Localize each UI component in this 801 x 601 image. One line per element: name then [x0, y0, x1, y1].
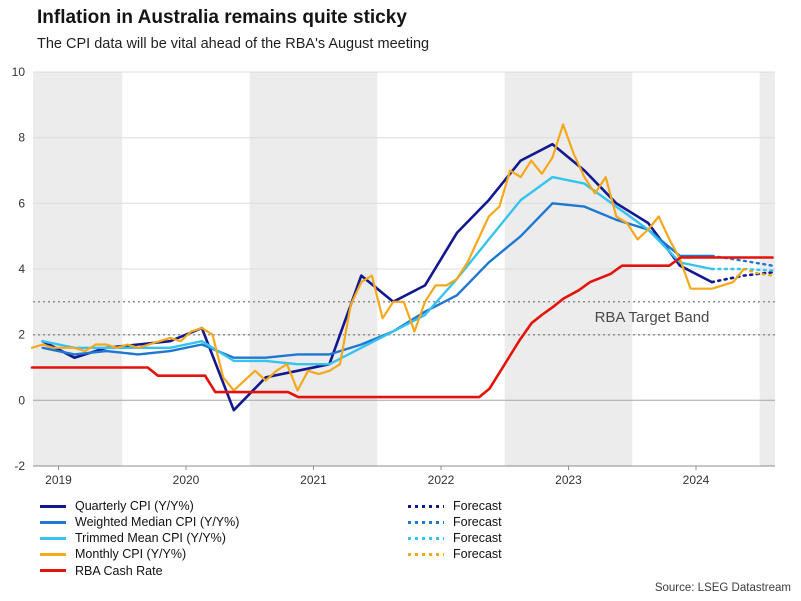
- legend-swatch-weighted-median-cpi-y-y: [40, 520, 66, 524]
- legend-label: Weighted Median CPI (Y/Y%): [75, 515, 240, 530]
- legend-item-quarterly-cpi-y-y: Quarterly CPI (Y/Y%): [40, 498, 239, 514]
- legend-item-monthly-cpi-y-y: Monthly CPI (Y/Y%): [40, 547, 239, 563]
- legend-forecast-swatch-quarterly-cpi-y-y: [408, 504, 444, 508]
- y-axis-tick-label: 4: [18, 262, 25, 276]
- x-axis-tick-label: 2021: [300, 473, 327, 487]
- series-line-weighted-median-cpi-y-y: [41, 202, 714, 359]
- legend-item-forecast-weighted-median-cpi-y-y: Forecast: [408, 514, 502, 530]
- series-forecast-line-weighted-median-cpi-y-y: [710, 254, 774, 267]
- series-line-monthly-cpi-y-y: [30, 123, 745, 392]
- legend-item-weighted-median-cpi-y-y: Weighted Median CPI (Y/Y%): [40, 514, 239, 530]
- x-axis-tick-label: 2022: [428, 473, 455, 487]
- legend-forecast-swatch-weighted-median-cpi-y-y: [408, 520, 444, 524]
- legend-label: Forecast: [453, 515, 502, 530]
- source-attribution: Source: LSEG Datastream: [654, 582, 791, 594]
- y-axis-tick-label: -2: [14, 459, 25, 473]
- legend-item-rba-cash-rate: RBA Cash Rate: [40, 563, 239, 579]
- legend-label: Forecast: [453, 498, 502, 513]
- x-axis-tick-label: 2024: [683, 473, 710, 487]
- legend-label: Forecast: [453, 531, 502, 546]
- legend-label: RBA Cash Rate: [75, 563, 163, 578]
- y-axis-tick-label: 0: [18, 393, 25, 407]
- legend-swatch-monthly-cpi-y-y: [40, 553, 66, 557]
- x-axis-tick-label: 2023: [555, 473, 582, 487]
- legend-forecast-swatch-monthly-cpi-y-y: [408, 553, 444, 557]
- legend-item-forecast-monthly-cpi-y-y: Forecast: [408, 547, 502, 563]
- series-line-trimmed-mean-cpi-y-y: [41, 175, 714, 366]
- rba-target-band-label: RBA Target Band: [595, 309, 710, 326]
- legend-label: Trimmed Mean CPI (Y/Y%): [75, 531, 226, 546]
- legend-label: Forecast: [453, 547, 502, 562]
- y-axis-tick-label: 2: [18, 328, 25, 342]
- chart-subtitle: The CPI data will be vital ahead of the …: [37, 36, 430, 52]
- x-axis-tick-label: 2020: [173, 473, 200, 487]
- y-axis-tick-label: 10: [12, 65, 26, 79]
- y-axis-tick-label: 8: [18, 131, 25, 145]
- series-line-rba-cash-rate: [30, 256, 774, 399]
- legend-item-forecast-quarterly-cpi-y-y: Forecast: [408, 498, 502, 514]
- legend-item-forecast-trimmed-mean-cpi-y-y: Forecast: [408, 530, 502, 546]
- legend-label: Quarterly CPI (Y/Y%): [75, 498, 194, 513]
- legend-label: Monthly CPI (Y/Y%): [75, 547, 187, 562]
- legend-swatch-quarterly-cpi-y-y: [40, 504, 66, 508]
- legend-forecast-column: Forecast Forecast Forecast Forecast: [408, 498, 502, 563]
- x-axis-tick-label: 2019: [45, 473, 72, 487]
- chart-title: Inflation in Australia remains quite sti…: [37, 7, 407, 28]
- legend-swatch-rba-cash-rate: [40, 569, 66, 573]
- legend-forecast-swatch-trimmed-mean-cpi-y-y: [408, 536, 444, 540]
- legend-item-trimmed-mean-cpi-y-y: Trimmed Mean CPI (Y/Y%): [40, 530, 239, 546]
- legend-swatch-trimmed-mean-cpi-y-y: [40, 536, 66, 540]
- y-axis-tick-label: 6: [18, 196, 25, 210]
- legend-series-column: Quarterly CPI (Y/Y%) Weighted Median CPI …: [40, 498, 239, 579]
- series-forecast-line-monthly-cpi-y-y: [742, 267, 774, 277]
